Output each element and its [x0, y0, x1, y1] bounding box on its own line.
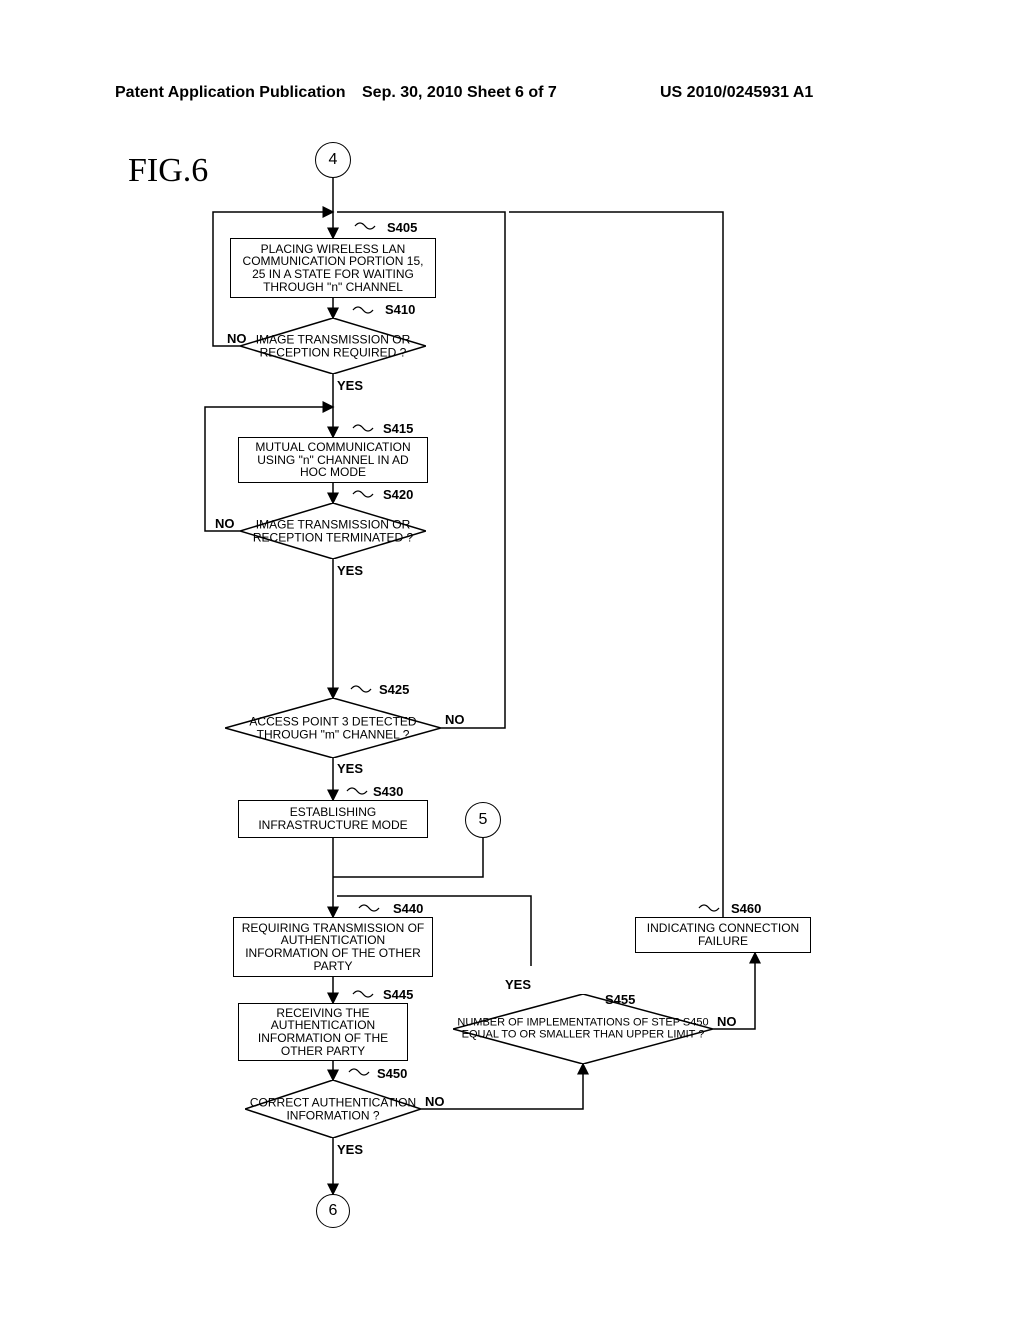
- no-s455: NO: [717, 1014, 737, 1029]
- step-s450-text: CORRECT AUTHENTICATION INFORMATION ?: [245, 1096, 421, 1121]
- connector-5-label: 5: [479, 812, 488, 829]
- step-s415-box: MUTUAL COMMUNICATION USING "n" CHANNEL I…: [238, 437, 428, 483]
- yes-s420: YES: [337, 563, 363, 578]
- label-s405: S405: [387, 220, 417, 235]
- yes-s450: YES: [337, 1142, 363, 1157]
- connector-4-label: 4: [329, 152, 338, 169]
- step-s420-diamond: IMAGE TRANSMISSION OR RECEPTION TERMINAT…: [240, 503, 426, 559]
- step-s425-text: ACCESS POINT 3 DETECTED THROUGH "m" CHAN…: [225, 715, 441, 740]
- label-s450: S450: [377, 1066, 407, 1081]
- label-s415: S415: [383, 421, 413, 436]
- no-s410: NO: [227, 331, 247, 346]
- step-s440-box: REQUIRING TRANSMISSION OF AUTHENTICATION…: [233, 917, 433, 977]
- step-s405-text: PLACING WIRELESS LAN COMMUNICATION PORTI…: [235, 243, 431, 293]
- flowchart: 4 PLACING WIRELESS LAN COMMUNICATION POR…: [115, 142, 915, 1262]
- label-s455: S455: [605, 992, 635, 1007]
- step-s445-box: RECEIVING THE AUTHENTICATION INFORMATION…: [238, 1003, 408, 1061]
- step-s410-diamond: IMAGE TRANSMISSION OR RECEPTION REQUIRED…: [240, 318, 426, 374]
- yes-s455: YES: [505, 977, 531, 992]
- step-s440-text: REQUIRING TRANSMISSION OF AUTHENTICATION…: [238, 922, 428, 972]
- header-publication: Patent Application Publication: [115, 84, 346, 102]
- step-s420-text: IMAGE TRANSMISSION OR RECEPTION TERMINAT…: [240, 518, 426, 543]
- header-pub-number: US 2010/0245931 A1: [660, 84, 813, 102]
- connector-4: 4: [315, 142, 351, 178]
- step-s410-text: IMAGE TRANSMISSION OR RECEPTION REQUIRED…: [240, 333, 426, 358]
- connector-6: 6: [316, 1194, 350, 1228]
- connector-5: 5: [465, 802, 501, 838]
- step-s430-box: ESTABLISHING INFRASTRUCTURE MODE: [238, 800, 428, 838]
- yes-s410: YES: [337, 378, 363, 393]
- label-s440: S440: [393, 901, 423, 916]
- no-s420: NO: [215, 516, 235, 531]
- step-s455-diamond: NUMBER OF IMPLEMENTATIONS OF STEP S450 E…: [453, 994, 713, 1064]
- header-date-sheet: Sep. 30, 2010 Sheet 6 of 7: [362, 84, 557, 102]
- label-s460: S460: [731, 901, 761, 916]
- yes-s425: YES: [337, 761, 363, 776]
- label-s425: S425: [379, 682, 409, 697]
- step-s430-text: ESTABLISHING INFRASTRUCTURE MODE: [243, 806, 423, 831]
- step-s460-text: INDICATING CONNECTION FAILURE: [640, 922, 806, 947]
- no-s425: NO: [445, 712, 465, 727]
- step-s425-diamond: ACCESS POINT 3 DETECTED THROUGH "m" CHAN…: [225, 698, 441, 758]
- step-s405-box: PLACING WIRELESS LAN COMMUNICATION PORTI…: [230, 238, 436, 298]
- label-s420: S420: [383, 487, 413, 502]
- no-s450: NO: [425, 1094, 445, 1109]
- label-s445: S445: [383, 987, 413, 1002]
- step-s455-text: NUMBER OF IMPLEMENTATIONS OF STEP S450 E…: [453, 1017, 713, 1040]
- connector-6-label: 6: [329, 1203, 338, 1220]
- step-s445-text: RECEIVING THE AUTHENTICATION INFORMATION…: [243, 1007, 403, 1057]
- step-s450-diamond: CORRECT AUTHENTICATION INFORMATION ?: [245, 1080, 421, 1138]
- label-s410: S410: [385, 302, 415, 317]
- label-s430: S430: [373, 784, 403, 799]
- step-s460-box: INDICATING CONNECTION FAILURE: [635, 917, 811, 953]
- step-s415-text: MUTUAL COMMUNICATION USING "n" CHANNEL I…: [243, 441, 423, 479]
